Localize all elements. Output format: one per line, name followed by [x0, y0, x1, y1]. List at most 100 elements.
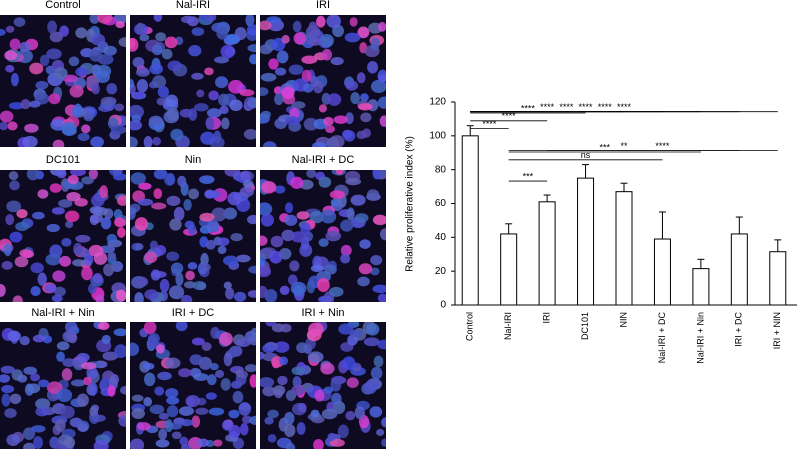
nucleus: [152, 75, 167, 89]
nucleus: [175, 322, 188, 332]
nucleus: [130, 172, 146, 185]
y-axis-label: Relative proliferative index (%): [405, 136, 416, 272]
nucleus: [100, 217, 112, 230]
nucleus: [130, 438, 145, 449]
nucleus: [46, 381, 63, 394]
nucleus: [260, 44, 273, 55]
nucleus: [227, 191, 242, 206]
nucleus: [152, 136, 162, 146]
nucleus: [113, 328, 126, 337]
nucleus: [38, 379, 50, 388]
nucleus: [0, 110, 14, 123]
error-bar: [774, 239, 782, 252]
x-tick-label: IRI + DC: [734, 312, 744, 347]
nucleus: [45, 253, 62, 266]
nucleus: [132, 56, 145, 68]
nucleus: [276, 50, 289, 64]
error-bar: [543, 194, 551, 202]
nucleus: [189, 354, 203, 366]
nucleus: [19, 41, 31, 52]
nucleus: [285, 202, 294, 214]
nucleus: [166, 396, 180, 405]
panel-title: DC101: [46, 154, 80, 166]
nucleus: [113, 208, 123, 220]
nucleus: [187, 262, 198, 270]
nucleus: [307, 38, 322, 46]
nucleus: [90, 33, 106, 46]
nucleus: [274, 93, 284, 106]
nucleus: [274, 67, 287, 76]
nucleus: [330, 378, 342, 392]
nucleus: [354, 213, 369, 223]
nucleus: [191, 337, 205, 346]
nucleus: [134, 217, 149, 231]
nucleus: [158, 428, 168, 440]
nucleus: [37, 272, 47, 286]
panel-title: IRI: [316, 0, 330, 11]
nucleus: [245, 364, 256, 373]
nucleus: [277, 375, 288, 386]
nucleus: [367, 61, 379, 74]
nucleus: [200, 131, 215, 145]
nucleus: [187, 16, 199, 27]
nucleus: [242, 179, 254, 188]
nucleus: [81, 176, 94, 185]
nucleus: [59, 255, 72, 267]
nucleus: [349, 17, 358, 27]
nucleus: [327, 93, 342, 106]
nucleus: [65, 220, 74, 229]
nucleus: [312, 141, 326, 147]
nucleus: [209, 363, 219, 371]
nucleus: [56, 351, 65, 362]
nucleus: [338, 323, 354, 335]
nucleus: [350, 91, 360, 105]
nucleus: [239, 89, 255, 97]
nucleus: [80, 362, 97, 370]
nucleus: [316, 15, 326, 28]
nucleus: [114, 217, 126, 228]
nucleus: [30, 373, 40, 382]
nucleus: [137, 198, 154, 206]
nucleus: [155, 439, 170, 448]
nucleus: [0, 374, 11, 383]
nucleus: [260, 235, 268, 246]
nucleus: [326, 15, 341, 28]
panel-title: Nal-IRI: [176, 0, 210, 11]
nucleus: [170, 262, 184, 275]
nucleus: [199, 236, 209, 248]
nucleus: [320, 362, 335, 375]
nucleus: [357, 103, 373, 111]
nucleus: [90, 136, 104, 147]
nucleus: [324, 264, 337, 275]
micrograph: [260, 322, 386, 449]
nucleus: [345, 410, 356, 421]
nucleus: [228, 409, 240, 419]
nucleus: [77, 423, 89, 433]
nucleus: [148, 115, 163, 126]
nucleus: [118, 414, 126, 427]
micrograph: [130, 322, 256, 449]
nucleus: [139, 33, 150, 42]
x-tick-label: Control: [465, 312, 475, 341]
nucleus: [350, 194, 366, 206]
nucleus: [207, 374, 217, 386]
nucleus: [285, 442, 296, 449]
nucleus: [143, 322, 157, 335]
nucleus: [303, 117, 319, 131]
micrograph: [0, 322, 126, 449]
nucleus: [157, 371, 172, 381]
significance: ****: [470, 119, 509, 130]
x-tick-label: Nal-IRI + Nin: [695, 312, 705, 364]
nucleus: [151, 202, 167, 210]
nucleus: [346, 207, 355, 221]
nucleus: [204, 67, 214, 76]
nucleus: [134, 92, 145, 100]
nucleus: [178, 368, 192, 378]
nucleus: [279, 356, 289, 366]
nucleus: [35, 80, 49, 90]
nucleus: [199, 225, 212, 234]
nucleus: [330, 57, 344, 66]
nucleus: [288, 64, 304, 75]
nucleus: [55, 418, 66, 433]
bar: [615, 191, 633, 306]
